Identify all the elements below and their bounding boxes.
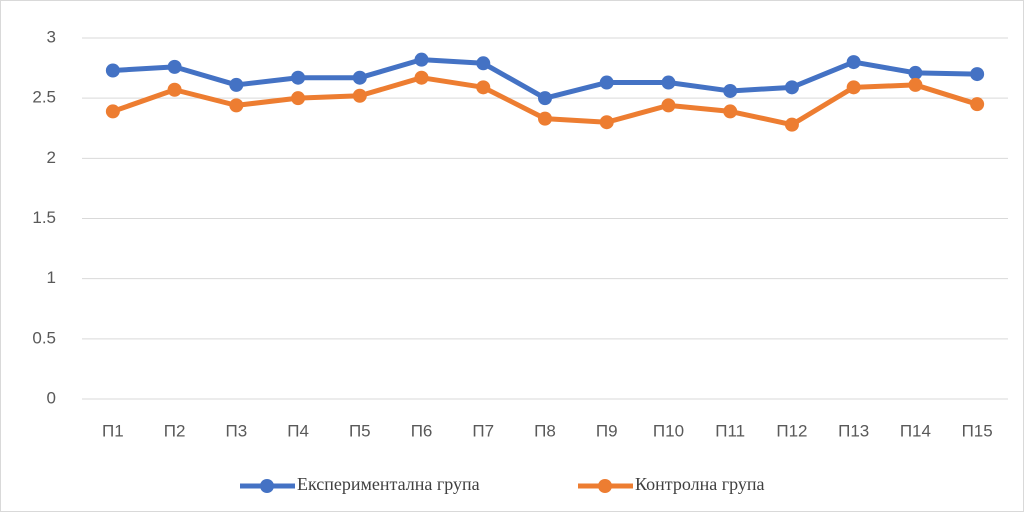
data-point	[167, 59, 182, 74]
y-tick-label: 0	[47, 388, 56, 407]
x-tick-label: П10	[653, 421, 684, 440]
x-tick-label: П13	[838, 421, 869, 440]
data-point	[970, 97, 985, 112]
data-point	[291, 70, 306, 85]
data-point	[908, 65, 923, 80]
data-point	[538, 111, 552, 126]
data-point	[352, 88, 367, 103]
data-point	[167, 82, 182, 97]
x-tick-label: П6	[411, 421, 433, 440]
data-point	[661, 98, 676, 113]
y-tick-label: 1.5	[32, 208, 56, 227]
x-tick-label: П8	[534, 421, 556, 440]
data-point	[414, 70, 429, 85]
x-tick-label: П1	[102, 421, 124, 440]
data-point	[538, 91, 552, 106]
x-tick-label: П4	[287, 421, 309, 440]
data-point	[723, 83, 738, 98]
x-tick-label: П11	[715, 421, 745, 440]
legend-marker	[598, 479, 612, 493]
x-tick-label: П5	[349, 421, 371, 440]
x-tick-label: П3	[225, 421, 247, 440]
data-point	[414, 52, 429, 67]
data-point	[908, 77, 923, 92]
data-point	[599, 75, 614, 90]
data-point	[846, 55, 861, 70]
y-tick-label: 1	[47, 268, 56, 287]
y-tick-label: 3	[47, 27, 56, 46]
x-tick-label: П7	[472, 421, 494, 440]
legend-label: Експериментална група	[297, 474, 480, 494]
data-point	[846, 80, 861, 95]
x-tick-label: П15	[962, 421, 993, 440]
y-tick-label: 2	[47, 148, 56, 167]
data-point	[723, 104, 738, 119]
data-point	[661, 75, 676, 90]
data-point	[476, 80, 491, 95]
data-point	[229, 98, 244, 113]
legend-label: Контролна група	[635, 474, 764, 494]
data-point	[105, 63, 120, 78]
legend-marker	[260, 479, 274, 493]
y-tick-label: 0.5	[32, 328, 56, 347]
x-tick-label: П9	[596, 421, 618, 440]
data-point	[476, 56, 491, 71]
data-point	[970, 67, 985, 82]
x-tick-label: П14	[900, 421, 931, 440]
data-point	[784, 117, 799, 132]
x-tick-label: П12	[776, 421, 807, 440]
y-tick-label: 2.5	[32, 88, 56, 107]
data-point	[229, 77, 244, 92]
data-point	[784, 80, 799, 95]
data-point	[599, 115, 614, 130]
data-point	[105, 104, 120, 119]
data-point	[352, 70, 367, 85]
data-point	[291, 91, 306, 106]
x-tick-label: П2	[164, 421, 186, 440]
